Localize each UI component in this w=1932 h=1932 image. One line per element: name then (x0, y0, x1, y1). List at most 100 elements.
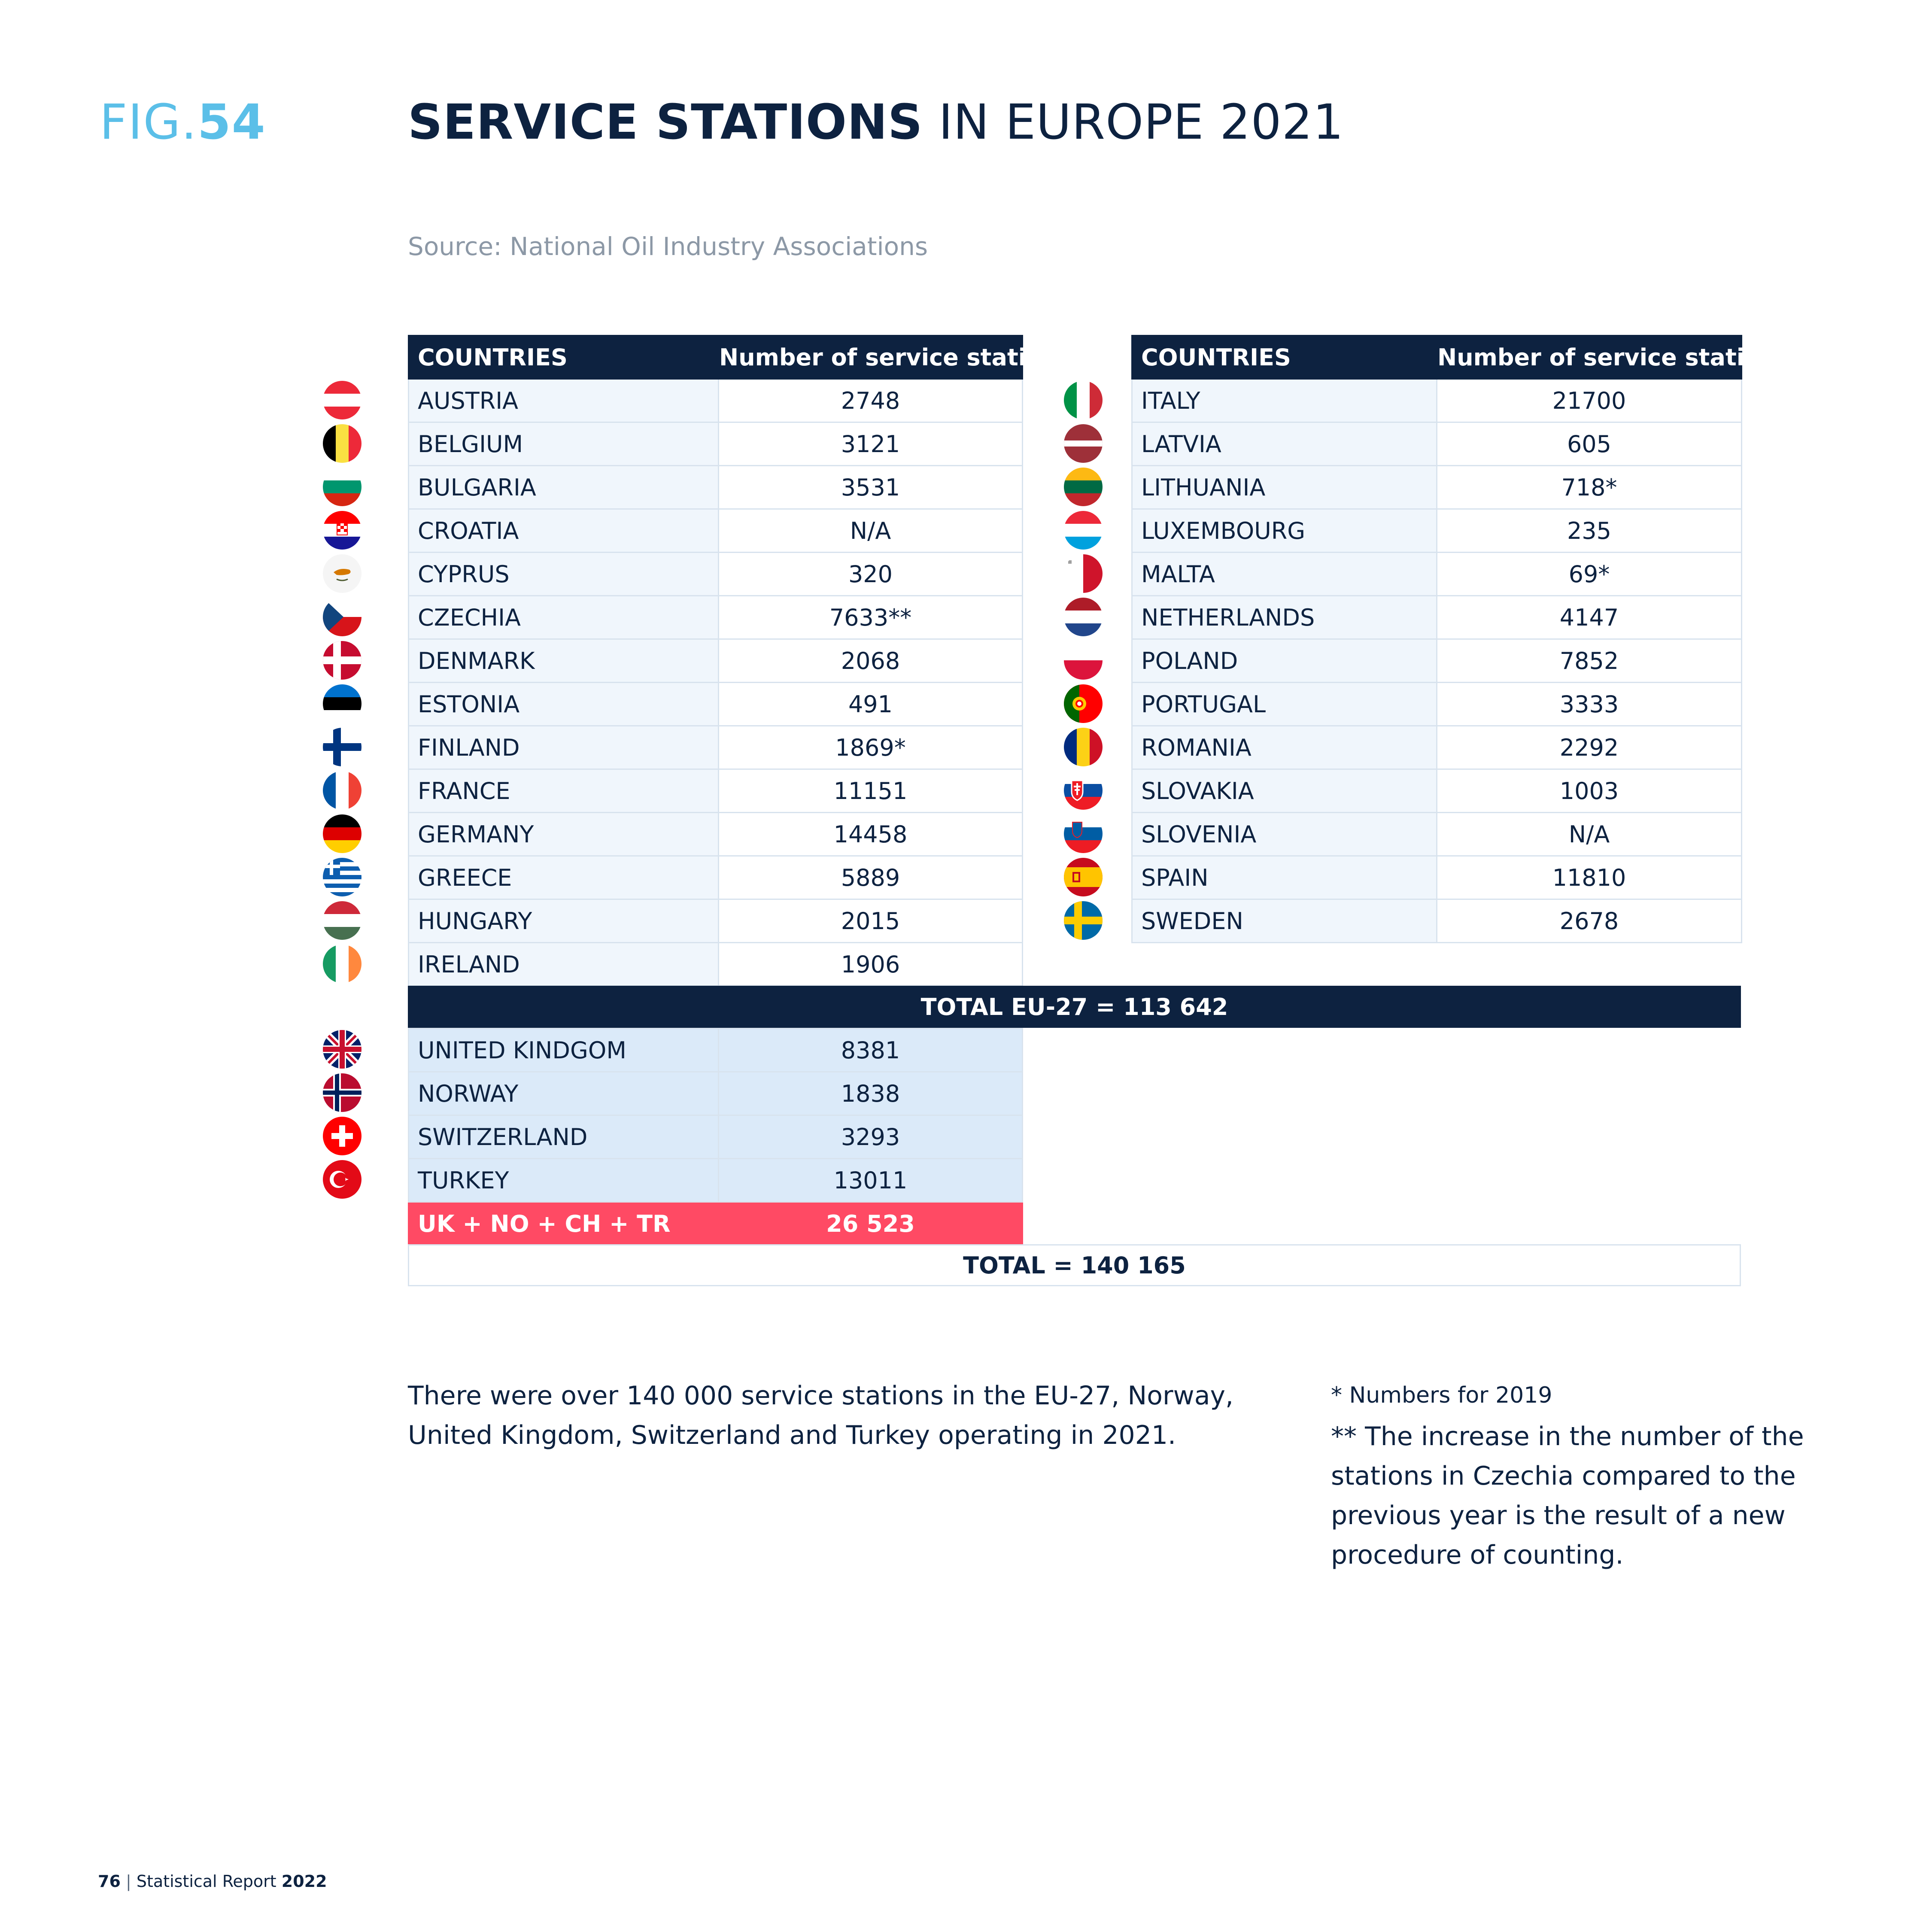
table-row: SWITZERLAND 3293 (408, 1115, 1023, 1159)
spain-flag-icon (1064, 858, 1103, 896)
country-name-cell: NETHERLANDS (1131, 595, 1437, 640)
station-count-cell: 5889 (718, 855, 1023, 900)
station-count-cell: 21700 (1436, 378, 1742, 423)
table-row: ROMANIA 2292 (1131, 725, 1742, 770)
france-flag-icon (323, 771, 361, 810)
belgium-flag-icon (323, 424, 361, 463)
country-name-cell: GREECE (408, 855, 719, 900)
station-count-cell: 2678 (1436, 899, 1742, 943)
station-count-cell: 4147 (1436, 595, 1742, 640)
netherlands-flag-icon (1064, 598, 1103, 636)
country-name-cell: SLOVENIA (1131, 812, 1437, 857)
title-bold: SERVICE STATIONS (408, 94, 923, 150)
station-count-cell: 3121 (718, 422, 1023, 466)
table-row: GREECE 5889 (408, 855, 1023, 900)
table-row: TURKEY 13011 (408, 1158, 1023, 1203)
footnote-czechia: ** The increase in the number of the sta… (1331, 1422, 1804, 1570)
table-row: HUNGARY 2015 (408, 899, 1023, 943)
figure-number-value: 54 (197, 94, 266, 150)
table-row: BULGARIA 3531 (408, 465, 1023, 510)
station-count-cell: 235 (1436, 508, 1742, 553)
latvia-flag-icon (1064, 424, 1103, 463)
station-count-cell: 11151 (718, 769, 1023, 813)
table-row: DENMARK 2068 (408, 638, 1023, 683)
station-count-cell: 1838 (718, 1071, 1023, 1116)
left-table-body: AUSTRIA 2748 BELGIUM 3121 BULGARIA 3531 CROATI… (408, 378, 1023, 987)
germany-flag-icon (323, 814, 361, 853)
table-row: LUXEMBOURG 235 (1131, 508, 1742, 553)
lithuania-flag-icon (1064, 468, 1103, 506)
station-count-cell: 2292 (1436, 725, 1742, 770)
norway-flag-icon (323, 1073, 361, 1112)
station-count-cell: 605 (1436, 422, 1742, 466)
table-row: GERMANY 14458 (408, 812, 1023, 857)
czechia-flag-icon (323, 598, 361, 636)
estonia-flag-icon (323, 684, 361, 723)
table-row: FRANCE 11151 (408, 769, 1023, 813)
country-name-cell: PORTUGAL (1131, 682, 1437, 726)
station-count-cell: N/A (718, 508, 1023, 553)
country-name-cell: CZECHIA (408, 595, 719, 640)
country-name-cell: MALTA (1131, 552, 1437, 596)
slovenia-flag-icon (1064, 814, 1103, 853)
page-number: 76 (98, 1872, 121, 1891)
table-row: BELGIUM 3121 (408, 422, 1023, 466)
country-name-cell: DENMARK (408, 638, 719, 683)
table-row: SPAIN 11810 (1131, 855, 1742, 900)
table-row: POLAND 7852 (1131, 638, 1742, 683)
countries-header: COUNTRIES (408, 335, 719, 380)
slovakia-flag-icon (1064, 771, 1103, 810)
footer-separator: | (120, 1872, 137, 1891)
table-row: SLOVAKIA 1003 (1131, 769, 1742, 813)
table-row: UNITED KINDGOM 8381 (408, 1028, 1023, 1072)
table-row: CYPRUS 320 (408, 552, 1023, 596)
country-name-cell: IRELAND (408, 942, 719, 987)
table-row: CZECHIA 7633** (408, 595, 1023, 640)
figure-number: FIG.54 (100, 94, 266, 150)
table-row: CROATIA N/A (408, 508, 1023, 553)
italy-flag-icon (1064, 381, 1103, 419)
subtotal-value: 26 523 (718, 1201, 1023, 1246)
station-count-cell: 3333 (1436, 682, 1742, 726)
croatia-flag-icon (323, 511, 361, 550)
country-name-cell: GERMANY (408, 812, 719, 857)
turkey-flag-icon (323, 1160, 361, 1199)
greece-flag-icon (323, 858, 361, 896)
country-name-cell: BULGARIA (408, 465, 719, 510)
right-stations-table: COUNTRIES Number of service stations ITA… (1131, 335, 1791, 943)
table-row: ITALY 21700 (1131, 378, 1742, 423)
country-name-cell: BELGIUM (408, 422, 719, 466)
country-name-cell: FINLAND (408, 725, 719, 770)
table-row: PORTUGAL 3333 (1131, 682, 1742, 726)
table-header-row: COUNTRIES Number of service stations (408, 335, 1072, 380)
switzerland-flag-icon (323, 1117, 361, 1155)
station-count-cell: 718* (1436, 465, 1742, 510)
poland-flag-icon (1064, 641, 1103, 680)
country-name-cell: UNITED KINDGOM (408, 1028, 719, 1072)
station-count-cell: N/A (1436, 812, 1742, 857)
station-count-cell: 3531 (718, 465, 1023, 510)
title-rest: IN EUROPE 2021 (923, 94, 1344, 150)
table-row: NORWAY 1838 (408, 1071, 1023, 1116)
subtotal-label: UK + NO + CH + TR (408, 1201, 719, 1246)
page-footer: 76 | Statistical Report 2022 (98, 1872, 327, 1891)
country-name-cell: SLOVAKIA (1131, 769, 1437, 813)
table-row: LITHUANIA 718* (1131, 465, 1742, 510)
ireland-flag-icon (323, 945, 361, 983)
country-name-cell: NORWAY (408, 1071, 719, 1116)
country-name-cell: ESTONIA (408, 682, 719, 726)
country-name-cell: AUSTRIA (408, 378, 719, 423)
bulgaria-flag-icon (323, 468, 361, 506)
country-name-cell: TURKEY (408, 1158, 719, 1203)
source-caption: Source: National Oil Industry Associatio… (408, 232, 928, 261)
table-row: FINLAND 1869* (408, 725, 1023, 770)
station-count-cell: 69* (1436, 552, 1742, 596)
station-count-cell: 491 (718, 682, 1023, 726)
right-table-body: ITALY 21700 LATVIA 605 LITHUANIA 718* LUXEMBOU… (1131, 378, 1742, 943)
sweden-flag-icon (1064, 901, 1103, 940)
station-count-cell: 2015 (718, 899, 1023, 943)
united-kingdom-flag-icon (323, 1030, 361, 1069)
portugal-flag-icon (1064, 684, 1103, 723)
station-count-cell: 7633** (718, 595, 1023, 640)
station-count-cell: 2748 (718, 378, 1023, 423)
